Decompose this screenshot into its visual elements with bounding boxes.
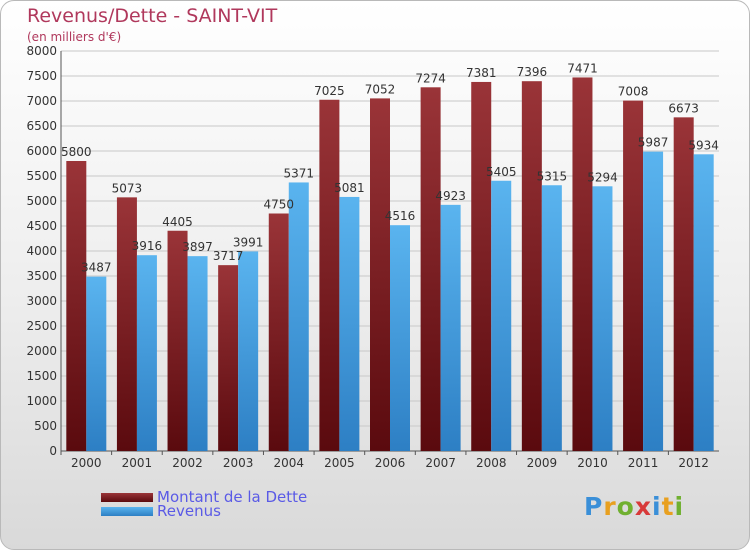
bar-dette xyxy=(420,87,441,452)
y-tick-label: 4500 xyxy=(26,219,57,233)
y-tick-label: 0 xyxy=(49,444,57,458)
x-tick-label: 2000 xyxy=(71,456,102,470)
data-label: 5800 xyxy=(61,145,92,159)
x-tick-label: 2010 xyxy=(577,456,608,470)
y-tick-label: 7000 xyxy=(26,94,57,108)
bar-revenus xyxy=(440,204,461,451)
y-tick-label: 6500 xyxy=(26,119,57,133)
bar-revenus xyxy=(693,154,714,452)
y-tick-label: 2000 xyxy=(26,344,57,358)
y-tick-label: 6000 xyxy=(26,144,57,158)
x-tick-label: 2009 xyxy=(527,456,558,470)
data-label: 3897 xyxy=(182,240,213,254)
y-tick-label: 3000 xyxy=(26,294,57,308)
bar-dette xyxy=(268,213,289,451)
data-label: 7381 xyxy=(466,66,497,80)
bar-revenus xyxy=(592,186,613,452)
bar-revenus xyxy=(491,180,512,451)
data-label: 5405 xyxy=(486,165,517,179)
y-tick-label: 3500 xyxy=(26,269,57,283)
bar-dette xyxy=(116,197,137,451)
chart-title: Revenus/Dette - SAINT-VIT xyxy=(27,5,278,27)
y-tick-label: 5000 xyxy=(26,194,57,208)
data-label: 5081 xyxy=(334,181,365,195)
x-tick-label: 2003 xyxy=(223,456,254,470)
data-label: 7471 xyxy=(567,61,598,75)
x-tick-label: 2005 xyxy=(324,456,355,470)
x-tick-label: 2008 xyxy=(476,456,507,470)
bar-revenus xyxy=(136,255,157,451)
bar-dette xyxy=(66,161,87,451)
bar-dette xyxy=(623,100,644,451)
x-tick-label: 2006 xyxy=(375,456,406,470)
legend-item-revenus: Revenus xyxy=(101,502,221,520)
bar-dette xyxy=(673,117,694,451)
bar-revenus xyxy=(187,256,208,451)
data-label: 4405 xyxy=(162,215,193,229)
y-tick-label: 1000 xyxy=(26,394,57,408)
data-label: 3717 xyxy=(213,249,244,263)
bar-revenus xyxy=(86,276,107,451)
bar-revenus xyxy=(643,151,664,451)
y-tick-label: 500 xyxy=(34,419,57,433)
legend-item-dette: Montant de la Dette xyxy=(101,488,307,506)
bar-dette xyxy=(319,99,340,451)
data-label: 5073 xyxy=(112,181,143,195)
data-label: 3487 xyxy=(81,261,112,275)
data-label: 7274 xyxy=(415,71,446,85)
chart-subtitle: (en milliers d'€) xyxy=(27,30,122,44)
data-label: 3991 xyxy=(233,235,264,249)
data-label: 4923 xyxy=(435,189,466,203)
x-tick-label: 2011 xyxy=(628,456,659,470)
y-tick-label: 2500 xyxy=(26,319,57,333)
x-tick-label: 2012 xyxy=(678,456,709,470)
bar-revenus xyxy=(339,196,360,451)
y-tick-label: 8000 xyxy=(26,44,57,58)
data-label: 5934 xyxy=(688,138,719,152)
legend-swatch-revenus xyxy=(101,506,153,516)
data-label: 5987 xyxy=(638,136,669,150)
x-tick-label: 2002 xyxy=(172,456,203,470)
data-label: 4516 xyxy=(385,209,416,223)
data-label: 6673 xyxy=(668,101,699,115)
bar-revenus xyxy=(288,182,309,451)
bar-dette xyxy=(471,81,492,451)
bar-revenus xyxy=(238,251,259,451)
bar-dette xyxy=(521,81,542,451)
y-tick-label: 7500 xyxy=(26,69,57,83)
x-tick-label: 2007 xyxy=(425,456,456,470)
y-tick-label: 4000 xyxy=(26,244,57,258)
bar-dette xyxy=(572,77,593,451)
legend-label-dette: Montant de la Dette xyxy=(157,488,308,506)
bar-revenus xyxy=(390,225,410,451)
data-label: 5294 xyxy=(587,170,618,184)
bar-dette xyxy=(167,230,188,451)
data-label: 4750 xyxy=(263,198,294,212)
y-tick-label: 5500 xyxy=(26,169,57,183)
data-label: 7025 xyxy=(314,84,345,98)
data-label: 3916 xyxy=(132,239,163,253)
legend-swatch-dette xyxy=(101,492,153,502)
bar-dette xyxy=(218,265,239,451)
bar-revenus xyxy=(541,185,562,451)
data-label: 5315 xyxy=(537,169,568,183)
x-tick-label: 2004 xyxy=(273,456,304,470)
y-tick-label: 1500 xyxy=(26,369,57,383)
legend-label-revenus: Revenus xyxy=(157,502,221,520)
data-label: 5371 xyxy=(283,166,314,180)
x-tick-label: 2001 xyxy=(122,456,153,470)
data-label: 7396 xyxy=(517,65,548,79)
bar-dette xyxy=(370,98,390,452)
proxiti-logo: Proxiti xyxy=(584,492,685,521)
data-label: 7008 xyxy=(618,85,649,99)
data-label: 7052 xyxy=(365,82,396,96)
